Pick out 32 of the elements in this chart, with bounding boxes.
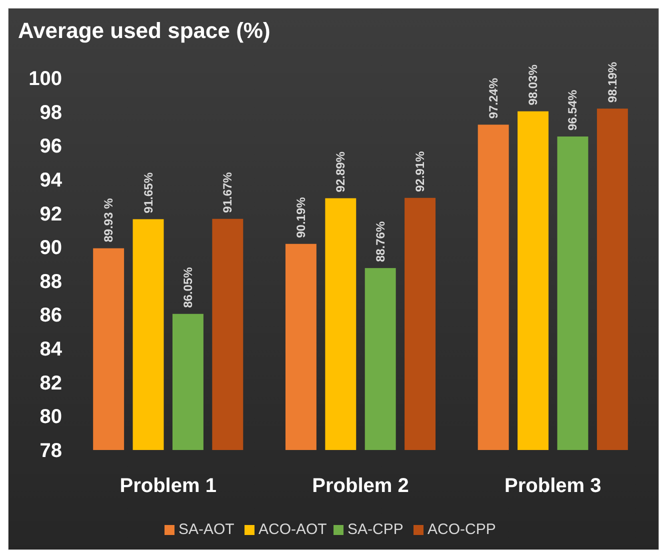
data-label: 90.19%: [294, 196, 308, 238]
chart-title: Average used space (%): [18, 18, 270, 43]
y-tick-label: 86: [40, 304, 62, 327]
data-label: 92.89%: [334, 151, 348, 192]
y-tick-label: 100: [28, 68, 62, 90]
data-label: 89.93 %: [102, 198, 116, 242]
y-tick-label: 80: [40, 406, 62, 428]
data-label: 88.76%: [373, 221, 388, 262]
data-label: 92.91%: [413, 150, 428, 192]
data-label: 97.24%: [486, 78, 500, 119]
x-tick-label: Problem 3: [504, 475, 602, 497]
data-label: 91.65%: [141, 172, 156, 214]
y-tick-label: 90: [40, 237, 62, 260]
y-tick-label: 96: [40, 136, 62, 158]
x-tick-label: Problem 2: [312, 475, 409, 497]
data-label: 91.67%: [220, 172, 235, 213]
y-tick-label: 92: [40, 203, 62, 226]
y-tick-label: 82: [40, 372, 62, 394]
y-tick-label: 98: [40, 102, 62, 124]
legend-label: ACO-AOT: [258, 521, 327, 538]
y-tick-label: 88: [40, 270, 62, 293]
data-label: 98.03%: [526, 64, 540, 106]
data-label: 96.54%: [566, 89, 580, 131]
legend-label: SA-CPP: [348, 521, 404, 538]
data-label: 98.19%: [605, 62, 620, 103]
data-label: 86.05%: [180, 266, 195, 308]
y-tick-label: 78: [40, 440, 62, 462]
x-tick-label: Problem 1: [120, 475, 216, 497]
y-tick-label: 84: [40, 338, 63, 361]
legend-label: ACO-CPP: [428, 521, 496, 538]
legend-label: SA-AOT: [178, 521, 234, 538]
y-tick-label: 94: [40, 169, 63, 192]
